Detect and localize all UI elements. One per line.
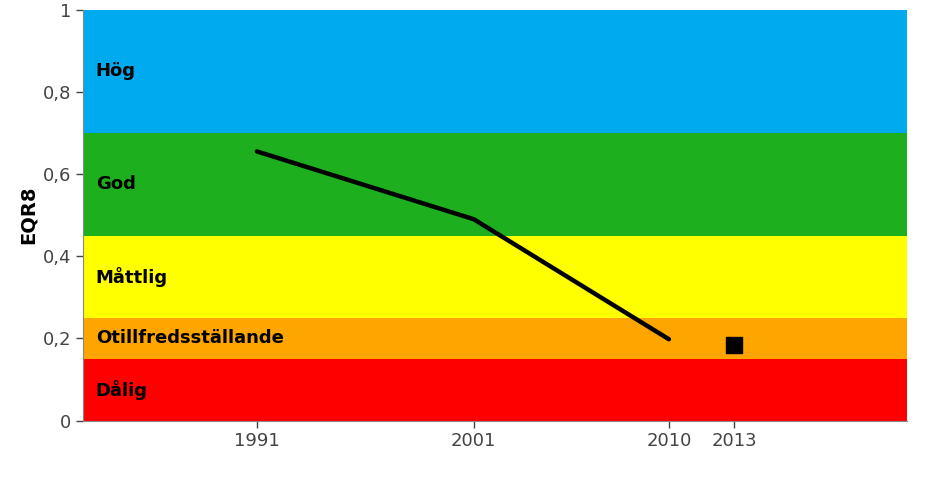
Text: Hög: Hög xyxy=(95,62,136,80)
Text: Måttlig: Måttlig xyxy=(95,267,168,287)
Bar xyxy=(83,359,907,421)
Text: Otillfredsställande: Otillfredsställande xyxy=(95,329,283,348)
Bar xyxy=(83,10,907,133)
Text: God: God xyxy=(95,175,135,193)
Bar xyxy=(83,236,907,318)
Text: Dålig: Dålig xyxy=(95,380,148,400)
Bar xyxy=(83,318,907,359)
Point xyxy=(727,341,742,348)
Y-axis label: EQR8: EQR8 xyxy=(19,186,37,244)
Bar xyxy=(83,133,907,236)
